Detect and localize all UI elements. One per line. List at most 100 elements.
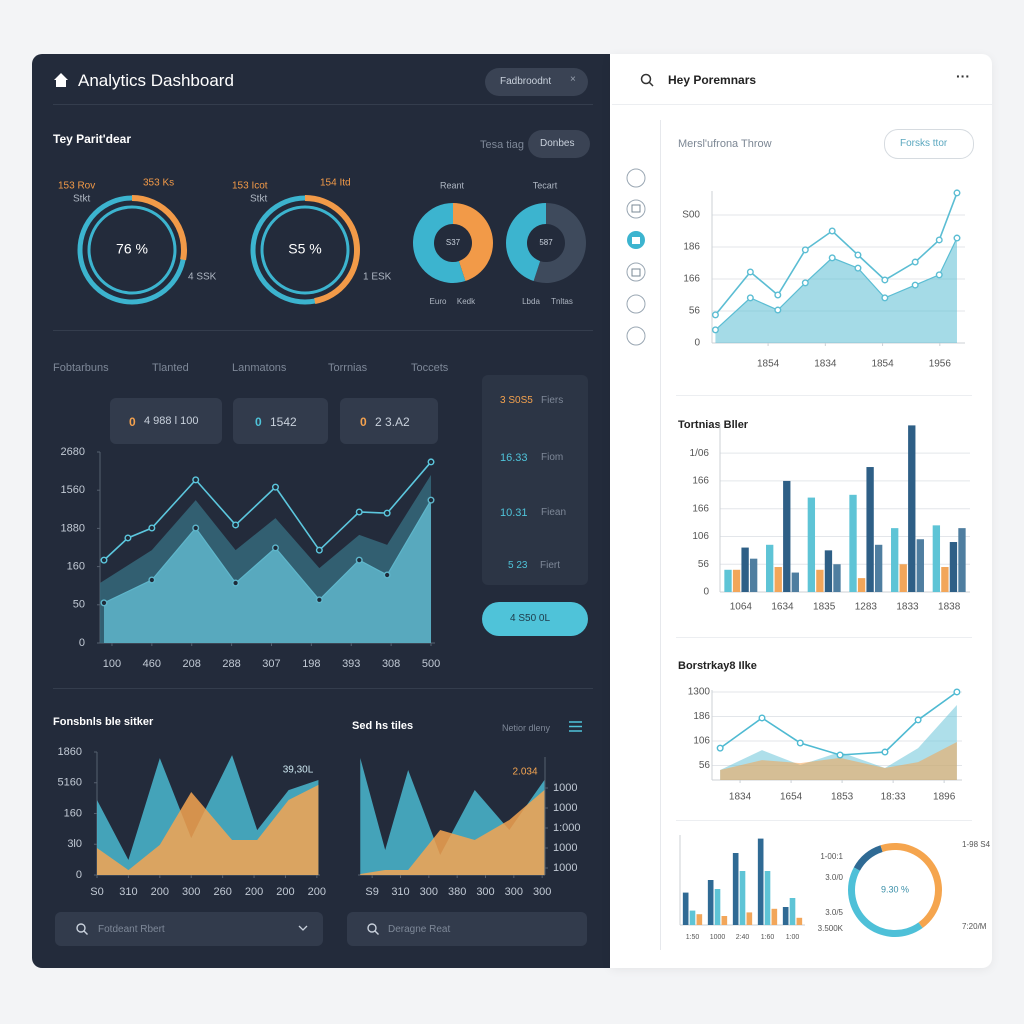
marker (911, 281, 919, 289)
chart-title: Borstrkay8 Ilke (678, 660, 757, 672)
x-tick-label: 198 (302, 658, 320, 670)
x-tick-label: 310 (119, 886, 137, 898)
y-tick-label: 3l0 (67, 838, 82, 850)
x-tick-label: 1854 (871, 359, 894, 370)
main-tab[interactable]: Torrnias (328, 362, 368, 374)
divider (53, 104, 593, 105)
line (103, 461, 432, 561)
tab-pill[interactable] (528, 130, 590, 158)
pie-annotation: 3.0/0 (825, 873, 843, 882)
bar (789, 898, 796, 925)
marker (100, 599, 108, 607)
marker (716, 744, 724, 752)
main-tab[interactable]: Tlanted (152, 362, 189, 374)
gauge-annotation: Stkt (73, 194, 90, 205)
stat-icon: 0 (129, 415, 136, 429)
search-icon[interactable] (640, 73, 654, 87)
bar (764, 871, 771, 925)
section-title: Tey Parit'dear (53, 132, 131, 146)
y-tick-label: 1000 (553, 802, 577, 814)
close-icon[interactable]: × (570, 74, 576, 85)
x-tick-label: S0 (90, 886, 103, 898)
bar (714, 889, 721, 925)
marker (192, 476, 200, 484)
pie-slice (413, 203, 466, 283)
main-tab[interactable]: Lanmatons (232, 362, 287, 374)
marker (935, 271, 943, 279)
marker (711, 311, 719, 319)
x-tick-label: 1854 (757, 359, 780, 370)
y-tick-label: 56 (698, 559, 710, 570)
main-tab[interactable]: Fobtarbuns (53, 362, 109, 374)
x-tick-label: 1:60 (761, 934, 775, 941)
y-tick-label: 166 (692, 476, 709, 487)
x-tick-label: 1:00 (786, 934, 800, 941)
filter-button-label[interactable]: Forsks ttor (900, 138, 948, 149)
y-tick-label: 0 (703, 587, 709, 598)
side-stat-value: 3 S0S5 (500, 395, 533, 406)
y-tick-label: 160 (64, 807, 82, 819)
bar (916, 539, 924, 592)
search-box[interactable] (347, 912, 587, 946)
main-tab[interactable]: Toccets (411, 362, 449, 374)
x-tick-label: 1833 (896, 602, 919, 613)
marker (935, 236, 943, 244)
marker (854, 264, 862, 272)
pie-center-label: 587 (539, 238, 553, 247)
sidebar-icons[interactable] (624, 167, 648, 349)
header-button-label[interactable]: Fadbroodnt (500, 76, 552, 87)
gauge-arc (304, 195, 360, 305)
pie-annotation: 3.0/5 (825, 908, 843, 917)
bar (774, 567, 782, 592)
search-text[interactable]: Deragne Reat (388, 924, 451, 935)
bar (866, 467, 874, 592)
bar (941, 567, 949, 592)
y-tick-label: 50 (73, 599, 85, 611)
bar (874, 544, 883, 592)
marker (774, 306, 782, 314)
x-tick-label: 1956 (929, 359, 952, 370)
action-button-label[interactable]: 4 S50 0L (510, 613, 551, 624)
x-tick-label: 18:33 (881, 792, 906, 803)
marker (315, 596, 323, 604)
y-tick-label: 56 (689, 306, 701, 317)
right-panel (610, 54, 992, 968)
filter-button[interactable] (884, 129, 974, 159)
bar (732, 853, 739, 925)
marker (953, 688, 961, 696)
search-box[interactable] (55, 912, 323, 946)
more-icon[interactable]: ··· (956, 68, 970, 84)
y-tick-label: S00 (682, 210, 700, 221)
bar (721, 916, 728, 925)
marker (801, 246, 809, 254)
x-tick-label: 1834 (729, 792, 752, 803)
chart-title: Sed hs tiles (352, 720, 414, 732)
bar (739, 871, 746, 925)
chart-annotation: 2.034 (512, 767, 537, 778)
marker (774, 291, 782, 299)
action-button[interactable] (482, 602, 588, 636)
stat-text: 2 3.A2 (375, 415, 410, 429)
x-tick-label: 460 (143, 658, 161, 670)
bar (807, 497, 816, 592)
tab[interactable]: Donbes (540, 138, 575, 149)
header-button[interactable] (485, 68, 588, 96)
dropdown-icon[interactable] (298, 925, 308, 932)
tab[interactable]: Tesa tiag (480, 139, 525, 151)
divider (53, 330, 593, 331)
y-tick-label: 106 (693, 736, 710, 747)
x-tick-label: 1835 (813, 602, 836, 613)
marker (232, 579, 240, 587)
side-stat-label: Fiert (540, 560, 560, 571)
pie-annotation: Euro (430, 297, 447, 306)
search-text[interactable]: Fotdeant Rbert (98, 924, 165, 935)
line (714, 192, 958, 316)
x-tick-label: 1853 (831, 792, 854, 803)
marker (796, 739, 804, 747)
marker (828, 254, 836, 262)
marker (124, 534, 132, 542)
x-tick-label: 100 (103, 658, 121, 670)
x-tick-label: 1:50 (686, 934, 700, 941)
menu-icon[interactable] (569, 721, 582, 732)
pie-title: Reant (440, 180, 465, 190)
